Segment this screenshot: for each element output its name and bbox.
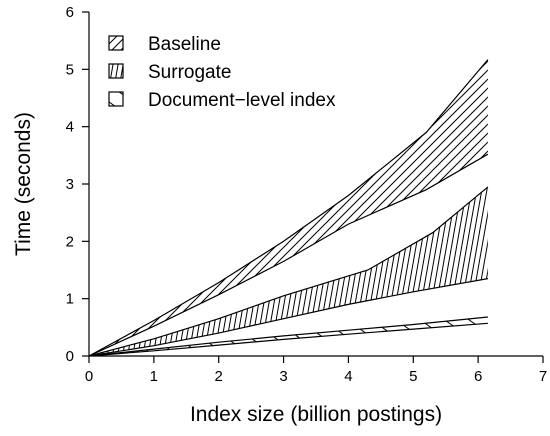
y-tick-label: 4 — [66, 119, 74, 136]
band-lower-edge-baseline — [88, 153, 489, 357]
legend-label: Surrogate — [148, 62, 231, 83]
x-tick-label: 6 — [474, 368, 482, 385]
y-tick-label: 0 — [66, 348, 74, 365]
x-ticks: 0 1 2 3 4 5 6 7 — [85, 356, 547, 385]
y-tick-label: 5 — [66, 61, 74, 78]
legend-swatch — [108, 63, 124, 79]
x-tick-label: 0 — [85, 368, 93, 385]
legend: Baseline Surrogate Document−level index — [108, 34, 336, 111]
y-tick-label: 6 — [66, 4, 74, 21]
x-tick-label: 3 — [279, 368, 287, 385]
series-bands — [88, 59, 489, 357]
y-tick-label: 3 — [66, 176, 74, 193]
legend-swatch — [108, 91, 124, 107]
x-axis-title: Index size (billion postings) — [190, 403, 442, 426]
band-lower-edge-surrogate — [88, 278, 489, 357]
axes: 0 1 2 3 4 5 6 7 0 1 2 3 4 5 6 Index size (billion pos… — [12, 4, 547, 426]
band-upper-edge-surrogate — [88, 186, 489, 357]
band-lower-edge-document-level-index — [88, 322, 488, 357]
band-upper-edge-baseline — [88, 59, 489, 357]
legend-label: Document−level index — [148, 90, 336, 111]
x-tick-label: 4 — [344, 368, 352, 385]
y-tick-label: 1 — [66, 291, 74, 308]
band-surrogate — [89, 186, 488, 356]
x-tick-label: 7 — [539, 368, 547, 385]
plot-area — [88, 59, 489, 357]
legend-swatch — [108, 35, 124, 51]
x-tick-label: 2 — [215, 368, 223, 385]
y-tick-label: 2 — [66, 233, 74, 250]
band-upper-edge-document-level-index — [88, 316, 488, 357]
legend-label: Baseline — [148, 34, 221, 55]
x-tick-label: 1 — [150, 368, 158, 385]
x-tick-label: 5 — [409, 368, 417, 385]
y-axis-title: Time (seconds) — [12, 112, 35, 256]
y-ticks: 0 1 2 3 4 5 6 — [66, 4, 89, 365]
